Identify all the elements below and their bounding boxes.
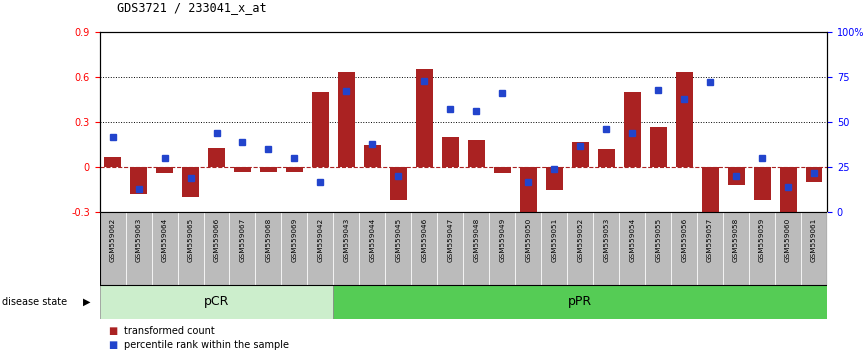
Bar bbox=[156, 167, 173, 173]
Bar bbox=[650, 127, 667, 167]
Text: percentile rank within the sample: percentile rank within the sample bbox=[124, 340, 289, 350]
Bar bbox=[100, 285, 333, 319]
Bar bbox=[152, 212, 178, 285]
Bar bbox=[598, 149, 615, 167]
Bar bbox=[208, 148, 225, 167]
Bar bbox=[675, 73, 693, 167]
Text: GSM559061: GSM559061 bbox=[811, 218, 817, 262]
Bar bbox=[307, 212, 333, 285]
Text: GSM559057: GSM559057 bbox=[708, 218, 713, 262]
Text: GSM559051: GSM559051 bbox=[552, 218, 557, 262]
Bar bbox=[234, 167, 251, 172]
Bar bbox=[385, 212, 411, 285]
Bar bbox=[779, 167, 797, 212]
Bar bbox=[130, 167, 147, 194]
Text: GSM559042: GSM559042 bbox=[318, 218, 323, 262]
Text: GSM559063: GSM559063 bbox=[136, 218, 141, 262]
Bar bbox=[126, 212, 152, 285]
Bar bbox=[701, 167, 719, 220]
Bar bbox=[104, 157, 121, 167]
Bar bbox=[697, 212, 723, 285]
Bar bbox=[645, 212, 671, 285]
Text: GSM559052: GSM559052 bbox=[578, 218, 583, 262]
Text: ■: ■ bbox=[108, 340, 118, 350]
Bar bbox=[753, 167, 771, 200]
Bar bbox=[260, 167, 277, 172]
Text: GSM559045: GSM559045 bbox=[396, 218, 401, 262]
Text: GSM559049: GSM559049 bbox=[500, 218, 505, 262]
Text: GSM559067: GSM559067 bbox=[240, 218, 245, 262]
Text: pPR: pPR bbox=[568, 295, 592, 308]
Bar bbox=[619, 212, 645, 285]
Bar bbox=[281, 212, 307, 285]
Bar bbox=[338, 73, 355, 167]
Bar bbox=[390, 167, 407, 200]
Bar bbox=[494, 167, 511, 173]
Bar bbox=[572, 142, 589, 167]
Bar bbox=[182, 167, 199, 198]
Bar bbox=[463, 212, 489, 285]
Bar bbox=[437, 212, 463, 285]
Text: GSM559068: GSM559068 bbox=[266, 218, 271, 262]
Text: ▶: ▶ bbox=[83, 297, 91, 307]
Text: ■: ■ bbox=[108, 326, 118, 336]
Bar bbox=[749, 212, 775, 285]
Text: GSM559069: GSM559069 bbox=[292, 218, 297, 262]
Bar bbox=[805, 167, 823, 182]
Bar bbox=[489, 212, 515, 285]
Bar bbox=[442, 137, 459, 167]
Text: transformed count: transformed count bbox=[124, 326, 215, 336]
Text: GSM559055: GSM559055 bbox=[656, 218, 661, 262]
Bar bbox=[775, 212, 801, 285]
Text: GSM559044: GSM559044 bbox=[370, 218, 375, 262]
Bar bbox=[286, 167, 303, 172]
Text: GSM559047: GSM559047 bbox=[448, 218, 453, 262]
Text: disease state: disease state bbox=[2, 297, 67, 307]
Text: GSM559046: GSM559046 bbox=[422, 218, 427, 262]
Bar bbox=[416, 69, 433, 167]
Text: GSM559054: GSM559054 bbox=[630, 218, 635, 262]
Text: GSM559056: GSM559056 bbox=[682, 218, 687, 262]
Text: GSM559053: GSM559053 bbox=[604, 218, 609, 262]
Bar bbox=[520, 167, 537, 220]
Text: GSM559059: GSM559059 bbox=[759, 218, 765, 262]
Bar bbox=[723, 212, 749, 285]
Bar bbox=[593, 212, 619, 285]
Text: GSM559058: GSM559058 bbox=[734, 218, 739, 262]
Bar bbox=[546, 167, 563, 190]
Bar bbox=[364, 145, 381, 167]
Text: GSM559050: GSM559050 bbox=[526, 218, 531, 262]
Bar bbox=[312, 92, 329, 167]
Bar bbox=[468, 140, 485, 167]
Bar bbox=[624, 92, 641, 167]
Text: GSM559048: GSM559048 bbox=[474, 218, 479, 262]
Bar bbox=[359, 212, 385, 285]
Bar bbox=[178, 212, 204, 285]
Text: GSM559064: GSM559064 bbox=[162, 218, 167, 262]
Bar bbox=[411, 212, 437, 285]
Text: GDS3721 / 233041_x_at: GDS3721 / 233041_x_at bbox=[117, 1, 267, 14]
Bar bbox=[727, 167, 745, 185]
Bar bbox=[229, 212, 255, 285]
Text: GSM559066: GSM559066 bbox=[214, 218, 219, 262]
Bar bbox=[204, 212, 229, 285]
Bar bbox=[333, 212, 359, 285]
Bar bbox=[567, 212, 593, 285]
Text: GSM559062: GSM559062 bbox=[110, 218, 115, 262]
Bar bbox=[515, 212, 541, 285]
Bar bbox=[671, 212, 697, 285]
Bar bbox=[541, 212, 567, 285]
Bar bbox=[100, 212, 126, 285]
Bar bbox=[333, 285, 827, 319]
Bar bbox=[255, 212, 281, 285]
Text: pCR: pCR bbox=[204, 295, 229, 308]
Bar bbox=[801, 212, 827, 285]
Text: GSM559060: GSM559060 bbox=[785, 218, 791, 262]
Text: GSM559043: GSM559043 bbox=[344, 218, 349, 262]
Text: GSM559065: GSM559065 bbox=[188, 218, 193, 262]
